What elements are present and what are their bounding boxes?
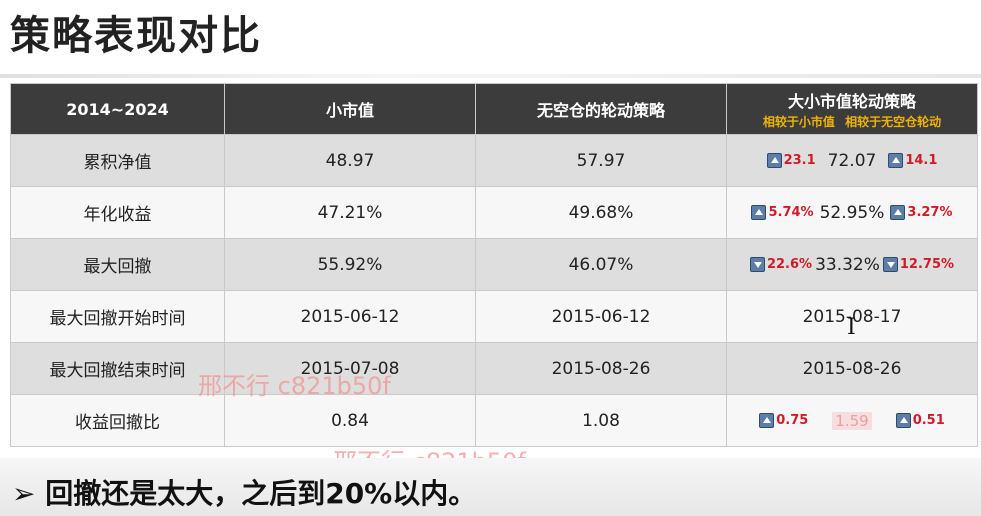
cell-no-empty: 2015-06-12 <box>475 290 727 343</box>
cell-no-empty: 1.08 <box>475 394 727 447</box>
cell-small-cap: 48.97 <box>224 134 476 187</box>
delta-value: 23.1 <box>783 153 816 168</box>
rotation-value: 33.32% <box>815 254 880 275</box>
header-no-empty-rotation: 无空仓的轮动策略 <box>475 83 727 135</box>
table-row: 收益回撤比 0.84 1.08 0.75 1.59 0.51 <box>10 394 978 447</box>
arrow-down-icon <box>882 257 898 272</box>
cell-no-empty: 46.07% <box>475 238 727 291</box>
cell-no-empty: 2015-08-26 <box>475 342 727 395</box>
cell-rotation: 2015-08-17 <box>726 290 978 343</box>
cell-rotation: 5.74% 52.95% 3.27% <box>726 186 978 239</box>
title-divider <box>0 74 981 78</box>
cell-small-cap: 2015-07-08 <box>224 342 476 395</box>
bottom-band <box>0 458 981 516</box>
table-header-row: 2014~2024 小市值 无空仓的轮动策略 大小市值轮动策略 相较于小市值 相… <box>10 83 978 135</box>
cell-rotation: 2015-08-26 <box>726 342 978 395</box>
cell-small-cap: 2015-06-12 <box>224 290 476 343</box>
arrow-up-icon <box>890 205 906 220</box>
table-row: 累积净值 48.97 57.97 23.1 72.07 14.1 <box>10 134 978 187</box>
arrow-down-icon <box>749 257 765 272</box>
delta-vs-no-empty: 0.51 <box>895 413 945 428</box>
row-label: 年化收益 <box>10 186 225 239</box>
cell-no-empty: 49.68% <box>475 186 727 239</box>
row-label: 收益回撤比 <box>10 394 225 447</box>
table-row: 年化收益 47.21% 49.68% 5.74% 52.95% 3.27% <box>10 186 978 239</box>
arrow-up-icon <box>888 153 904 168</box>
delta-vs-small-cap: 5.74% <box>751 205 814 220</box>
arrow-up-icon <box>759 413 775 428</box>
rotation-value: 72.07 <box>827 150 877 171</box>
arrow-up-icon <box>895 413 911 428</box>
arrow-up-icon <box>751 205 767 220</box>
cell-rotation: 22.6% 33.32% 12.75% <box>726 238 978 291</box>
table-row: 最大回撤开始时间 2015-06-12 2015-06-12 2015-08-1… <box>10 290 978 343</box>
rotation-group: 0.75 1.59 0.51 <box>727 411 977 430</box>
delta-vs-no-empty: 12.75% <box>882 257 955 272</box>
delta-value: 0.75 <box>776 413 809 428</box>
rotation-group: 22.6% 33.32% 12.75% <box>727 255 977 275</box>
header-small-cap: 小市值 <box>224 83 476 135</box>
delta-vs-no-empty: 3.27% <box>890 205 953 220</box>
bullet-point: ➢ 回撤还是太大，之后到20%以内。 <box>12 477 477 510</box>
row-label: 最大回撤开始时间 <box>10 290 225 343</box>
delta-value: 12.75% <box>899 257 955 272</box>
rotation-value: 52.95% <box>819 202 885 223</box>
delta-value: 5.74% <box>768 205 814 220</box>
header-size-rotation: 大小市值轮动策略 相较于小市值 相较于无空仓轮动 <box>726 83 978 135</box>
delta-value: 3.27% <box>907 205 953 220</box>
row-label: 最大回撤 <box>10 238 225 291</box>
page-title: 策略表现对比 <box>10 13 262 59</box>
arrow-up-icon <box>766 153 782 168</box>
delta-value: 22.6% <box>766 257 813 272</box>
cell-rotation: 23.1 72.07 14.1 <box>726 134 978 187</box>
delta-vs-no-empty: 14.1 <box>888 153 937 168</box>
delta-value: 0.51 <box>912 413 945 428</box>
delta-vs-small-cap: 0.75 <box>759 413 808 428</box>
header-size-rotation-label: 大小市值轮动策略 <box>787 92 916 111</box>
text-cursor-icon: I <box>847 315 856 340</box>
delta-vs-small-cap: 22.6% <box>749 257 813 272</box>
header-period: 2014~2024 <box>10 83 225 135</box>
header-subheader: 相较于小市值 相较于无空仓轮动 <box>762 115 942 129</box>
rotation-group: 5.74% 52.95% 3.27% <box>727 203 977 223</box>
comparison-table: 2014~2024 小市值 无空仓的轮动策略 大小市值轮动策略 相较于小市值 相… <box>10 83 978 447</box>
cell-small-cap: 47.21% <box>224 186 476 239</box>
delta-vs-small-cap: 23.1 <box>766 153 816 168</box>
cell-no-empty: 57.97 <box>475 134 727 187</box>
cell-small-cap: 0.84 <box>224 394 476 447</box>
rotation-group: 23.1 72.07 14.1 <box>727 151 977 171</box>
cell-rotation: 0.75 1.59 0.51 <box>726 394 978 447</box>
rotation-value: 1.59 <box>832 411 872 430</box>
delta-value: 14.1 <box>905 153 938 168</box>
row-label: 最大回撤结束时间 <box>10 342 225 395</box>
row-label: 累积净值 <box>10 134 225 187</box>
table-row: 最大回撤 55.92% 46.07% 22.6% 33.32% 12.75% <box>10 238 978 291</box>
cell-small-cap: 55.92% <box>224 238 476 291</box>
table-row: 最大回撤结束时间 2015-07-08 2015-08-26 2015-08-2… <box>10 342 978 395</box>
